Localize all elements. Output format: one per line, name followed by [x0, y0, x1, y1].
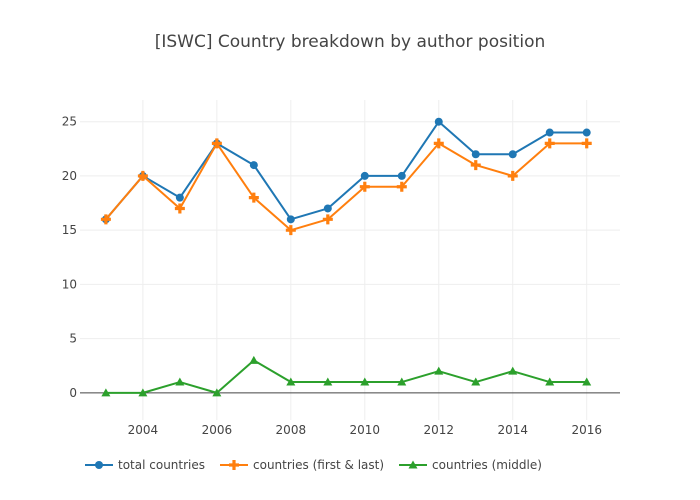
line-chart: 2004 2006 2008 2010 2012 2014 2016 0 5 10 15 20 25 [62, 100, 620, 437]
y-tick-label: 0 [69, 386, 77, 400]
x-tick-label: 2008 [276, 423, 307, 437]
series-countries-middle [101, 355, 592, 397]
legend-marker [95, 461, 103, 469]
legend-item-countries-middle[interactable]: countries (middle) [398, 458, 542, 472]
data-point [101, 388, 111, 397]
data-point [137, 170, 148, 181]
series-line [105, 359, 587, 394]
x-tick-label: 2016 [571, 423, 602, 437]
data-point [545, 377, 555, 386]
grid-layer [80, 100, 620, 420]
data-point [360, 171, 369, 180]
y-tick-label: 10 [62, 277, 77, 291]
legend-label: total countries [118, 458, 206, 472]
series-line [105, 142, 587, 232]
legend-marker [408, 460, 418, 469]
series-line [105, 120, 587, 221]
data-point [434, 117, 443, 126]
x-tick-label: 2012 [423, 423, 454, 437]
data-point [175, 193, 184, 202]
data-point [471, 150, 480, 159]
data-point [507, 170, 518, 181]
data-point [359, 181, 370, 192]
legend-swatch [220, 460, 249, 470]
data-point [360, 377, 370, 386]
data-point [285, 225, 296, 236]
data-point [323, 377, 333, 386]
data-point [433, 138, 444, 149]
data-point [434, 366, 444, 375]
data-point [175, 377, 185, 386]
legend: total countries countries (first & last) c… [84, 458, 556, 472]
data-point [248, 192, 259, 203]
x-tick-label: 2004 [128, 423, 159, 437]
legend-item-total-countries[interactable]: total countries [84, 458, 205, 472]
data-point [286, 377, 296, 386]
data-point [174, 203, 185, 214]
legend-swatch [399, 460, 428, 469]
data-point [581, 138, 592, 149]
chart-title: [ISWC] Country breakdown by author posit… [154, 32, 546, 52]
data-point [323, 204, 332, 213]
data-point [249, 161, 258, 170]
data-point [508, 366, 518, 375]
data-point [471, 377, 481, 386]
legend-marker [229, 460, 240, 470]
axis-layer: 2004 2006 2008 2010 2012 2014 2016 0 5 10 15 20 25 [62, 115, 602, 437]
legend-item-countries-first-last[interactable]: countries (first & last) [219, 458, 384, 472]
data-point [100, 214, 111, 225]
data-point [544, 138, 555, 149]
y-tick-label: 20 [62, 169, 77, 183]
data-point [396, 181, 407, 192]
y-tick-label: 15 [62, 223, 77, 237]
data-point [397, 377, 407, 386]
legend-swatch [85, 461, 113, 469]
data-point [508, 150, 517, 159]
x-tick-label: 2006 [202, 423, 233, 437]
data-point [212, 388, 222, 397]
x-tick-label: 2014 [497, 423, 528, 437]
data-point [249, 355, 259, 364]
data-point [322, 214, 333, 225]
data-point [582, 128, 591, 137]
data-point [211, 138, 222, 149]
data-point [582, 377, 592, 386]
legend-label: countries (middle) [432, 458, 542, 472]
data-point [545, 128, 554, 137]
y-tick-label: 25 [62, 115, 77, 129]
series-layer [100, 117, 592, 397]
y-tick-label: 5 [69, 332, 77, 346]
data-point [286, 215, 295, 224]
data-point [470, 160, 481, 171]
legend-label: countries (first & last) [253, 458, 385, 472]
data-point [397, 171, 406, 180]
data-point [138, 388, 148, 397]
x-tick-label: 2010 [350, 423, 381, 437]
series-countries-first-last [100, 138, 592, 236]
